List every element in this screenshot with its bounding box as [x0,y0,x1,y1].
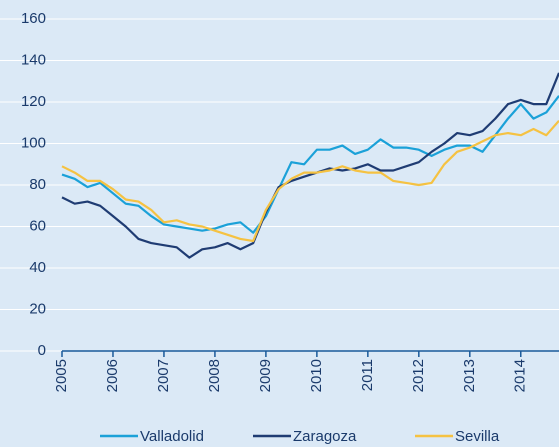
legend-label: Zaragoza [293,428,357,445]
x-tick-label: 2006 [104,359,121,392]
y-tick-label: 100 [21,134,46,151]
legend-label: Valladolid [140,428,204,445]
x-tick-label: 2012 [410,359,427,392]
y-tick-label: 140 [21,51,46,68]
y-tick-label: 60 [29,217,46,234]
y-tick-label: 160 [21,10,46,27]
x-tick-label: 2010 [308,359,325,392]
x-tick-label: 2013 [461,359,478,392]
series-line [61,119,559,243]
x-tick-label: 2014 [512,359,529,392]
y-tick-label: 80 [29,176,46,193]
series-line [61,72,559,259]
x-tick-label: 2007 [155,359,172,392]
y-tick-label: 40 [29,259,46,276]
x-tick-label: 2008 [206,359,223,392]
y-tick-label: 20 [29,300,46,317]
x-tick-label: 2005 [53,359,70,392]
x-tick-label: 2011 [359,359,376,391]
series-line [61,95,559,234]
y-tick-label: 120 [21,93,46,110]
legend-label: Sevilla [455,428,500,445]
x-tick-label: 2009 [257,359,274,392]
y-tick-label: 0 [38,342,46,359]
